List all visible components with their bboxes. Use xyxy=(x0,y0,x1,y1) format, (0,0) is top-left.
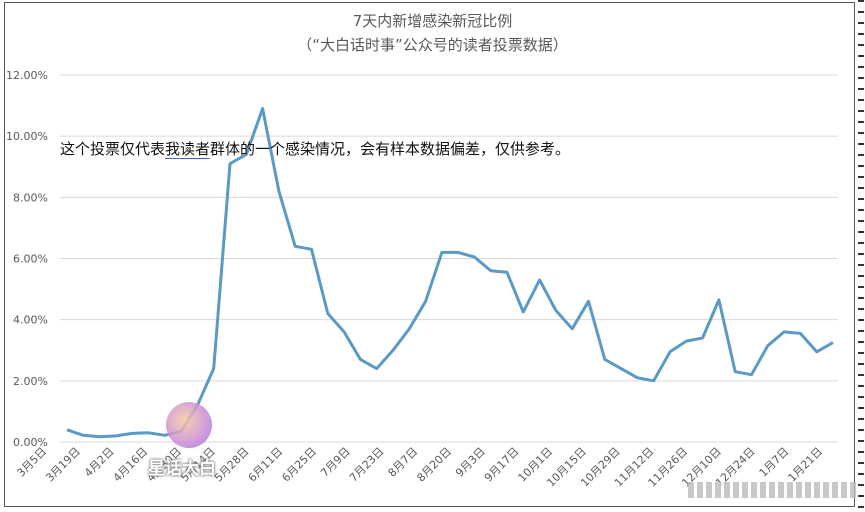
x-tick-label: 4月16日 xyxy=(111,445,151,485)
annotation-underlined-text: 我读者 xyxy=(165,140,211,159)
x-tick-label: 5月28日 xyxy=(212,445,252,485)
y-tick-label: 6.00% xyxy=(13,253,48,266)
watermark-logo-icon xyxy=(166,402,212,448)
chart-subtitle: （“大白话时事”公众号的读者投票数据） xyxy=(297,36,568,54)
watermark-text: 星话大白 xyxy=(148,459,216,479)
chart-border xyxy=(4,2,855,507)
x-tick-label: 6月11日 xyxy=(246,445,286,485)
y-tick-label: 10.00% xyxy=(6,130,48,143)
x-tick-label: 1月21日 xyxy=(786,445,826,485)
watermark-strip xyxy=(688,482,856,498)
chart-annotation: 这个投票仅代表我读者群体的一个感染情况，会有样本数据偏差，仅供参考。 xyxy=(60,138,570,159)
y-tick-label: 8.00% xyxy=(13,191,48,204)
annotation-text-start: 这个投票仅代表 xyxy=(60,140,166,158)
x-tick-label: 3月19日 xyxy=(43,445,83,485)
annotation-text-end: 群体的一个感染情况，会有样本数据偏差，仅供参考。 xyxy=(210,140,571,158)
y-tick-label: 4.00% xyxy=(13,314,48,327)
x-tick-label: 7月23日 xyxy=(347,445,387,485)
y-tick-label: 12.00% xyxy=(6,69,48,82)
x-tick-label: 9月17日 xyxy=(482,445,522,485)
y-tick-label: 2.00% xyxy=(13,375,48,388)
y-tick-label: 0.00% xyxy=(13,436,48,449)
x-tick-label: 6月25日 xyxy=(279,445,319,485)
x-tick-label: 8月20日 xyxy=(414,445,454,485)
chart-title: 7天内新增感染新冠比例 xyxy=(352,12,513,30)
edge-dots xyxy=(858,0,864,512)
